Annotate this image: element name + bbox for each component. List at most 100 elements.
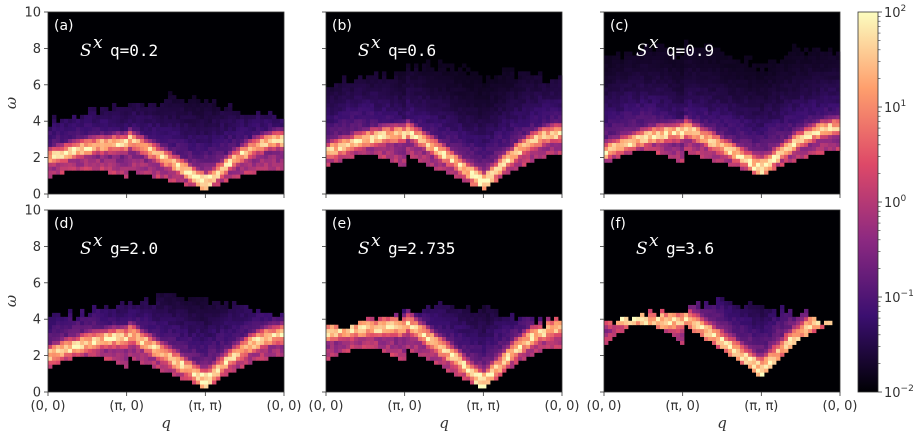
heatmap-cell bbox=[216, 308, 221, 314]
heatmap-cell bbox=[522, 103, 527, 108]
heatmap-cell bbox=[334, 103, 339, 108]
heatmap-cell bbox=[676, 63, 681, 68]
heatmap-cell bbox=[760, 110, 765, 116]
heatmap-cell bbox=[700, 114, 705, 120]
heatmap-cell bbox=[724, 142, 729, 147]
heatmap-cell bbox=[482, 99, 487, 104]
heatmap-cell bbox=[752, 150, 757, 155]
heatmap-cell bbox=[148, 103, 153, 108]
heatmap-cell bbox=[220, 118, 225, 124]
heatmap-cell bbox=[486, 114, 491, 120]
heatmap-cell bbox=[660, 122, 665, 128]
heatmap-cell bbox=[482, 114, 487, 120]
heatmap-cell bbox=[422, 87, 427, 92]
heatmap-cell bbox=[84, 146, 89, 151]
heatmap-cell bbox=[398, 103, 403, 108]
heatmap-cell bbox=[326, 130, 331, 136]
heatmap-cell bbox=[656, 134, 661, 140]
heatmap-cell bbox=[828, 134, 833, 140]
heatmap-cell bbox=[804, 122, 809, 128]
heatmap-cell bbox=[248, 146, 253, 151]
heatmap-cell bbox=[176, 142, 181, 147]
heatmap-cell bbox=[474, 146, 479, 151]
heatmap-cell bbox=[244, 150, 249, 155]
panel-frame bbox=[325, 11, 563, 195]
heatmap-cell bbox=[442, 110, 447, 116]
heatmap-cell bbox=[200, 344, 205, 349]
heatmap-cell bbox=[434, 106, 439, 112]
heatmap-cell bbox=[784, 158, 789, 163]
heatmap-cell bbox=[836, 79, 841, 84]
heatmap-cell bbox=[796, 134, 801, 140]
heatmap-cell bbox=[558, 142, 563, 147]
heatmap-cell bbox=[632, 126, 637, 132]
heatmap-cell bbox=[374, 95, 379, 100]
heatmap-cell bbox=[334, 99, 339, 104]
heatmap-cell bbox=[608, 158, 613, 163]
heatmap-cell bbox=[264, 356, 269, 361]
heatmap-cell bbox=[378, 122, 383, 128]
heatmap-cell bbox=[684, 55, 689, 60]
heatmap-cell bbox=[490, 126, 495, 132]
heatmap-cell bbox=[764, 158, 769, 163]
heatmap-cell bbox=[498, 118, 503, 124]
heatmap-cell bbox=[216, 158, 221, 163]
heatmap-cell bbox=[256, 340, 261, 345]
heatmap-cell bbox=[756, 91, 761, 96]
heatmap-cell bbox=[478, 79, 483, 84]
heatmap-cell bbox=[514, 126, 519, 132]
heatmap-cell bbox=[804, 150, 809, 155]
heatmap-cell bbox=[96, 320, 101, 326]
heatmap-cell bbox=[394, 114, 399, 120]
heatmap-cell bbox=[342, 154, 347, 159]
heatmap-cell bbox=[836, 87, 841, 92]
heatmap-cell bbox=[398, 95, 403, 100]
heatmap-cell bbox=[152, 114, 157, 120]
heatmap-cell bbox=[740, 71, 745, 76]
heatmap-cell bbox=[514, 83, 519, 88]
heatmap-cell bbox=[124, 352, 129, 357]
heatmap-cell bbox=[768, 142, 773, 147]
heatmap-cell bbox=[522, 142, 527, 147]
heatmap-cell bbox=[756, 122, 761, 128]
heatmap-cell bbox=[644, 110, 649, 116]
heatmap-cell bbox=[510, 71, 515, 76]
heatmap-cell bbox=[212, 304, 217, 310]
heatmap-cell bbox=[140, 316, 145, 322]
heatmap-cell bbox=[490, 174, 495, 179]
heatmap-cell bbox=[224, 146, 229, 151]
heatmap-cell bbox=[184, 174, 189, 179]
heatmap-cell bbox=[180, 106, 185, 112]
heatmap-cell bbox=[64, 126, 69, 132]
heatmap-cell bbox=[458, 118, 463, 124]
heatmap-cell bbox=[56, 158, 61, 163]
heatmap-cell bbox=[624, 130, 629, 136]
heatmap-cells bbox=[326, 301, 563, 389]
heatmap-cell bbox=[740, 154, 745, 159]
heatmap-cell bbox=[450, 130, 455, 136]
heatmap-cell bbox=[450, 83, 455, 88]
heatmap-cell bbox=[104, 308, 109, 314]
heatmap-cell bbox=[486, 166, 491, 171]
heatmap-cell bbox=[716, 67, 721, 72]
heatmap-cell bbox=[780, 130, 785, 136]
heatmap-cell bbox=[248, 332, 253, 338]
heatmap-cell bbox=[374, 83, 379, 88]
heatmap-cell bbox=[330, 103, 335, 108]
heatmap-cell bbox=[64, 142, 69, 147]
heatmap-cell bbox=[236, 162, 241, 167]
heatmap-cell bbox=[402, 158, 407, 163]
heatmap-cell bbox=[454, 118, 459, 124]
heatmap-cell bbox=[120, 122, 125, 128]
heatmap-cell bbox=[160, 154, 165, 159]
heatmap-cell bbox=[708, 71, 713, 76]
heatmap-cell bbox=[188, 142, 193, 147]
heatmap-cell bbox=[740, 118, 745, 124]
heatmap-cell bbox=[660, 114, 665, 120]
heatmap-cell bbox=[334, 150, 339, 155]
heatmap-cell bbox=[800, 146, 805, 151]
heatmap-cell bbox=[188, 166, 193, 171]
heatmap-cell bbox=[772, 130, 777, 136]
heatmap-cell bbox=[140, 301, 145, 306]
heatmap-cell bbox=[652, 122, 657, 128]
